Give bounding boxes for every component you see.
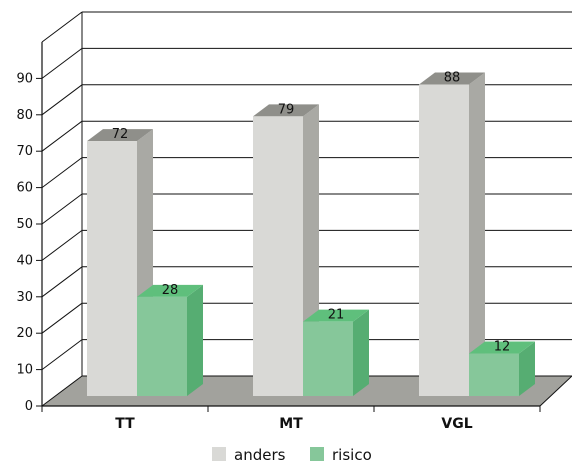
data-label: 28: [162, 283, 179, 298]
bar-top-anders: [253, 104, 319, 117]
legend-label-risico: risico: [332, 446, 372, 464]
gridline-diagonal: [41, 11, 83, 43]
gridline-diagonal: [41, 157, 83, 189]
gridline-diagonal: [41, 84, 83, 116]
floor-edge: [539, 375, 572, 407]
bar-risico: [469, 353, 519, 396]
y-tick-label: 70: [16, 144, 33, 159]
bar-anders: [253, 116, 303, 396]
y-tick-label: 60: [16, 181, 33, 196]
legend-swatch-anders: [212, 447, 226, 461]
bar-side-risico: [519, 341, 535, 396]
bar-anders: [419, 84, 469, 396]
gridline-diagonal: [41, 302, 83, 334]
gridline-diagonal: [41, 266, 83, 298]
y-tick-label: 90: [16, 71, 33, 86]
bar-anders: [87, 141, 137, 396]
bar-top-risico: [469, 341, 535, 354]
y-tick-label: 30: [16, 290, 33, 305]
legend-label-anders: anders: [234, 446, 286, 464]
data-label: 21: [328, 308, 345, 323]
y-tick-label: 50: [16, 217, 33, 232]
bar-top-risico: [303, 309, 369, 322]
bar-side-anders: [469, 72, 485, 396]
gridline-diagonal: [41, 120, 83, 152]
bar-top-risico: [137, 284, 203, 297]
x-tick-label: VGL: [441, 416, 472, 432]
bar-risico: [303, 321, 353, 396]
gridline-diagonal: [41, 229, 83, 261]
bar-side-risico: [187, 284, 203, 396]
data-label: 72: [112, 127, 129, 142]
data-label: 88: [444, 70, 461, 85]
gridline-diagonal: [41, 339, 83, 371]
y-tick-label: 20: [16, 326, 33, 341]
y-tick-label: 0: [25, 399, 33, 414]
gridline-diagonal: [41, 375, 83, 407]
x-tick-label: MT: [279, 416, 303, 432]
bar-risico: [137, 296, 187, 396]
y-tick-label: 10: [16, 363, 33, 378]
gridline-diagonal: [41, 193, 83, 225]
data-label: 12: [494, 340, 511, 355]
gridline-diagonal: [41, 48, 83, 79]
x-tick-label: TT: [115, 416, 135, 432]
legend-swatch-risico: [310, 447, 324, 461]
y-tick-label: 80: [16, 108, 33, 123]
y-tick-label: 40: [16, 253, 33, 268]
data-label: 79: [278, 102, 295, 117]
bar-top-anders: [87, 129, 153, 142]
bar-top-anders: [419, 72, 485, 85]
bar-side-risico: [353, 309, 369, 396]
